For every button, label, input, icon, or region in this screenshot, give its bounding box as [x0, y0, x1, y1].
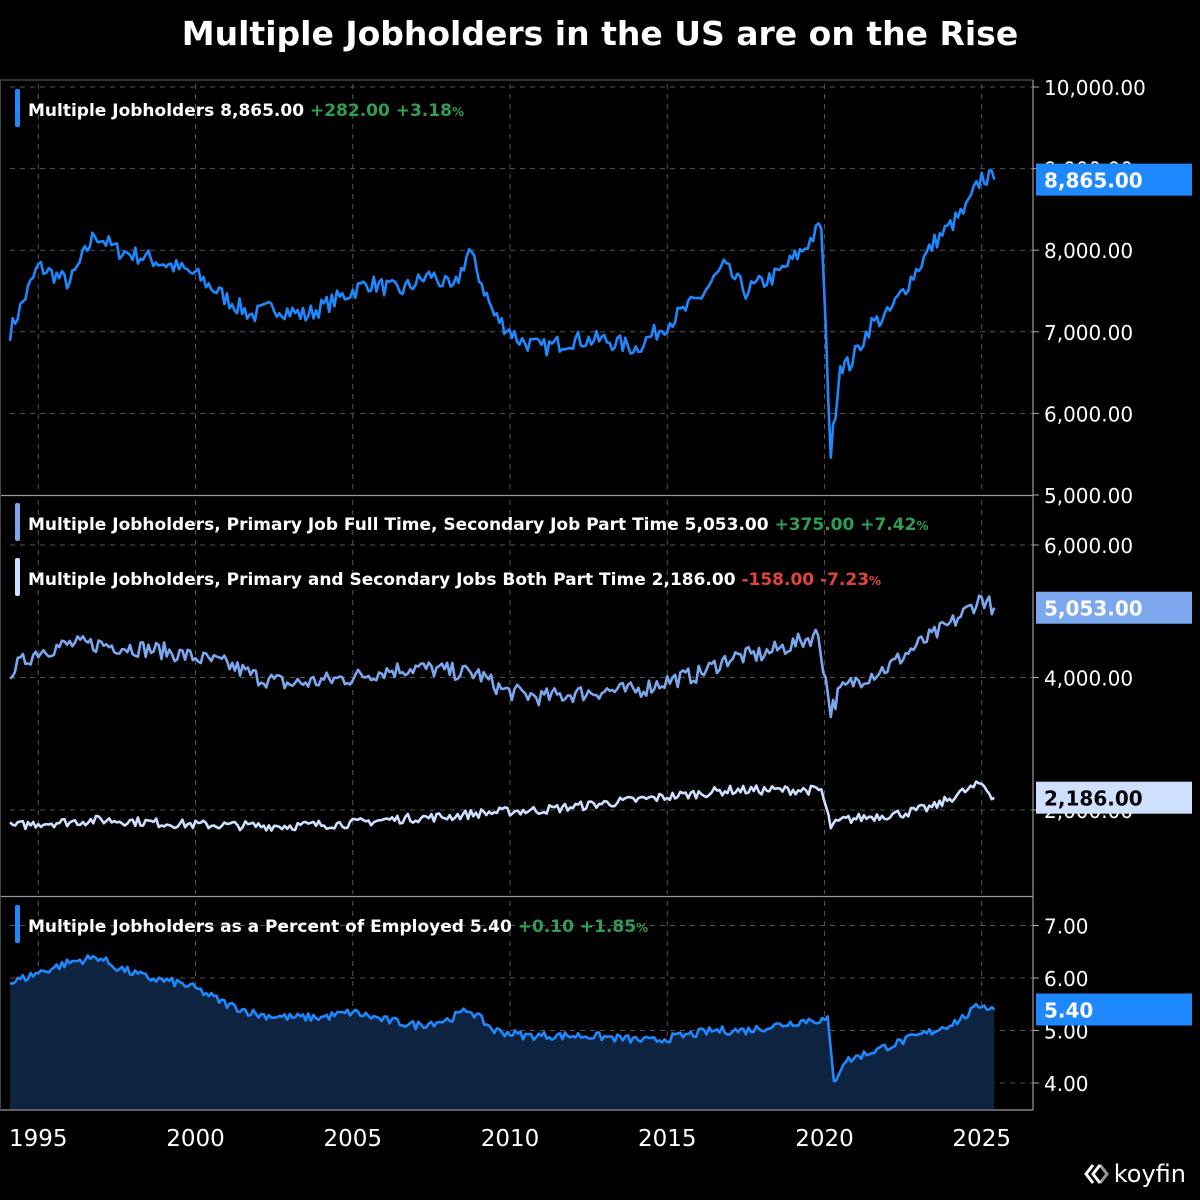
- pt-pt-legend: Multiple Jobholders, Primary and Seconda…: [28, 570, 881, 590]
- legends: Multiple Jobholders 8,865.00 +282.00 +3.…: [15, 89, 928, 943]
- legend-value: 8,865.00: [220, 101, 310, 121]
- legend-name: Multiple Jobholders: [28, 101, 220, 121]
- last-value-ft-pt: 5,053.00: [1044, 597, 1143, 621]
- x-tick-label: 2010: [481, 1126, 540, 1152]
- ft-pt-legend: Multiple Jobholders, Primary Job Full Ti…: [28, 515, 928, 535]
- y-tick-label: 4.00: [1044, 1072, 1089, 1096]
- y-tick-label: 6,000.00: [1044, 402, 1133, 426]
- legend-pct-sign: %: [869, 574, 881, 588]
- last-value-ft-pt-bg: [1036, 591, 1192, 624]
- y-tick-label: 6,000.00: [1044, 534, 1133, 558]
- y-tick-label: 7,000.00: [1044, 321, 1133, 345]
- legend-change: -158.00: [741, 570, 820, 590]
- page-title: Multiple Jobholders in the US are on the…: [181, 14, 1019, 53]
- x-tick-label: 2000: [166, 1126, 225, 1152]
- legend-pct: -7.23: [820, 570, 869, 590]
- legend-change: +0.10: [518, 917, 580, 937]
- total-legend-swatch: [15, 89, 20, 127]
- x-tick-label: 1995: [9, 1126, 68, 1152]
- x-tick-label: 2025: [952, 1126, 1011, 1152]
- last-value-pt-pt-bg: [1036, 781, 1192, 814]
- ft-pt-jobholders-line: [9, 594, 996, 719]
- legend-name: Multiple Jobholders, Primary Job Full Ti…: [28, 515, 685, 535]
- legend-pct: +3.18: [396, 101, 452, 121]
- percent-employed-line: [9, 954, 996, 1083]
- multiple-jobholders-line: [8, 169, 996, 459]
- ft-pt-legend-swatch: [15, 503, 20, 541]
- koyfin-logo-icon: [1083, 1164, 1109, 1184]
- x-tick-label: 2005: [323, 1126, 382, 1152]
- x-tick-label: 2020: [795, 1126, 854, 1152]
- legend-pct-sign: %: [916, 519, 928, 533]
- percent-employed-area: [10, 955, 995, 1109]
- koyfin-logo: koyfin: [1083, 1160, 1186, 1188]
- legend-value: 5,053.00: [685, 515, 775, 535]
- legend-pct: +7.42: [860, 515, 916, 535]
- last-value-pt-pt: 2,186.00: [1044, 787, 1143, 811]
- series-layer: [8, 169, 996, 1109]
- legend-name: Multiple Jobholders, Primary and Seconda…: [28, 570, 652, 590]
- legend-pct: +1.85: [580, 917, 636, 937]
- panel-frames: [0, 79, 1034, 1111]
- last-value-percent-bg: [1036, 993, 1192, 1026]
- legend-name: Multiple Jobholders as a Percent of Empl…: [28, 917, 470, 937]
- last-value-total: 8,865.00: [1044, 169, 1143, 193]
- grid: [10, 84, 1033, 1108]
- legend-pct-sign: %: [452, 105, 464, 119]
- legend-value: 5.40: [470, 917, 518, 937]
- legend-change: +375.00: [774, 515, 860, 535]
- y-tick-label: 8,000.00: [1044, 239, 1133, 263]
- y-tick-label: 4,000.00: [1044, 667, 1133, 691]
- y-tick-label: 6.00: [1044, 967, 1089, 991]
- y-tick-label: 5,000.00: [1044, 484, 1133, 508]
- axis-labels: 1995 2000 2005 2010 2015 2020 2025 5,000.00 6,00…: [9, 76, 1192, 1152]
- legend-pct-sign: %: [636, 921, 648, 935]
- last-value-total-bg: [1036, 163, 1192, 196]
- percent-legend-swatch: [15, 905, 20, 943]
- pt-pt-jobholders-line: [9, 780, 995, 832]
- last-value-percent: 5.40: [1044, 999, 1093, 1023]
- y-tick-label: 10,000.00: [1044, 76, 1146, 100]
- pt-pt-legend-swatch: [15, 558, 20, 596]
- total-legend: Multiple Jobholders 8,865.00 +282.00 +3.…: [28, 101, 464, 121]
- legend-value: 2,186.00: [652, 570, 742, 590]
- percent-legend: Multiple Jobholders as a Percent of Empl…: [28, 917, 648, 937]
- brand-name: koyfin: [1113, 1160, 1186, 1188]
- x-tick-label: 2015: [638, 1126, 697, 1152]
- y-tick-label: 7.00: [1044, 915, 1089, 939]
- legend-change: +282.00: [310, 101, 396, 121]
